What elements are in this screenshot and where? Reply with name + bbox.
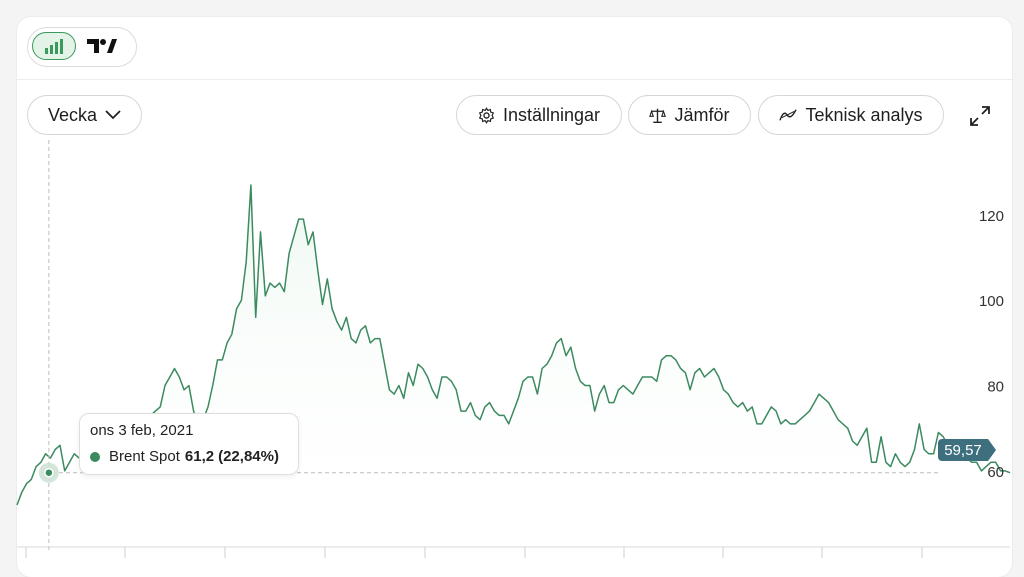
tooltip-row: Brent Spot 61,2 (22,84%) [90, 448, 288, 465]
settings-button[interactable]: Inställningar [456, 95, 622, 135]
technical-label: Teknisk analys [805, 104, 923, 125]
series-dot [90, 451, 100, 462]
tooltip-date: ons 3 feb, 2021 [90, 422, 194, 439]
tradingview-toggle[interactable] [80, 32, 124, 60]
chart-type-bar [17, 17, 1012, 80]
chart-tooltip: ons 3 feb, 2021 Brent Spot 61,2 (22,84%) [79, 413, 299, 475]
y-tick-label: 100 [979, 293, 1004, 310]
compare-label: Jämför [674, 104, 730, 125]
tradingview-logo-icon [87, 39, 117, 53]
last-price-tag: 59,57 [938, 439, 996, 461]
compare-button[interactable]: Jämför [628, 95, 751, 135]
tooltip-value: 61,2 [184, 448, 215, 465]
technical-analysis-button[interactable]: Teknisk analys [758, 95, 944, 135]
tooltip-change: (22,84%) [218, 448, 279, 465]
price-chart[interactable]: 120 100 80 60 [0, 0, 1024, 561]
scale-icon [649, 107, 667, 124]
period-dropdown[interactable]: Vecka [27, 95, 142, 135]
y-tick-label: 80 [987, 379, 1004, 396]
last-price-label: 59,57 [944, 441, 982, 459]
expand-button[interactable] [967, 103, 993, 129]
crosshair-point [44, 467, 54, 478]
expand-icon [970, 106, 990, 126]
bar-chart-icon [45, 39, 63, 54]
trend-line-icon [779, 107, 798, 123]
settings-label: Inställningar [502, 104, 601, 125]
tooltip-series: Brent Spot [109, 448, 180, 465]
chevron-down-icon [105, 110, 121, 120]
period-label: Vecka [47, 104, 98, 125]
chart-type-toggle [27, 27, 137, 67]
y-tick-label: 60 [987, 464, 1004, 481]
gear-icon [478, 106, 495, 124]
series-line-brent-spot [16, 184, 1011, 506]
y-tick-label: 120 [979, 208, 1004, 225]
line-chart-toggle[interactable] [32, 32, 76, 60]
